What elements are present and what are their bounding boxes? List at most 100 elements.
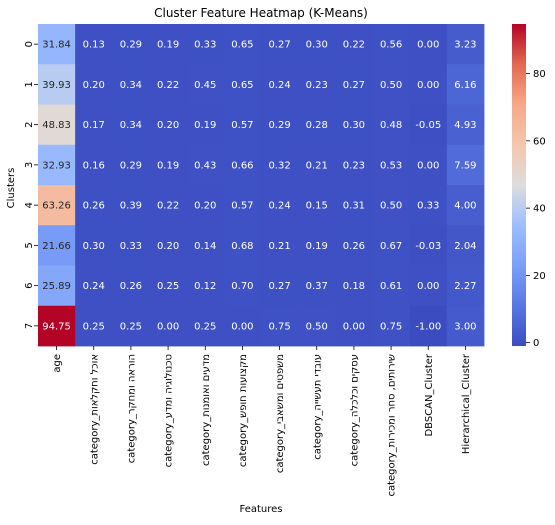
y-tick-label-3: 3 — [24, 162, 35, 168]
heatmap-cell-r4-c4 — [186, 185, 225, 226]
heatmap-cell-r2-c3 — [149, 104, 188, 146]
heatmap-cell-r0-c11 — [446, 24, 485, 65]
heatmap-cell-label-r1-c4: 0.45 — [194, 80, 216, 91]
heatmap-cell-r3-c1 — [75, 144, 113, 186]
heatmap-cell-label-r4-c5: 0.57 — [231, 201, 253, 212]
heatmap-cell-r5-c8 — [335, 225, 373, 266]
heatmap-cell-label-r3-c0: 32.93 — [42, 160, 71, 171]
heatmap-cell-r6-c0 — [38, 265, 76, 307]
heatmap-cell-label-r3-c3: 0.19 — [157, 160, 179, 171]
heatmap-cell-r1-c6 — [261, 64, 299, 105]
heatmap-cell-label-r6-c7: 0.37 — [306, 281, 328, 292]
y-tick-label-5: 5 — [24, 242, 35, 248]
heatmap-cell-label-r2-c9: 0.48 — [380, 120, 402, 131]
heatmap-cell-label-r5-c2: 0.33 — [120, 241, 142, 252]
y-tick-label-0: 0 — [24, 41, 35, 47]
heatmap-cell-r1-c9 — [372, 64, 411, 105]
heatmap-cell-label-r3-c2: 0.29 — [120, 160, 142, 171]
heatmap-cell-r3-c11 — [446, 144, 485, 186]
heatmap-cell-label-r1-c10: 0.00 — [417, 80, 439, 91]
heatmap-cell-r0-c5 — [223, 24, 262, 65]
heatmap-cell-r7-c10 — [409, 305, 448, 347]
y-tick-label-2: 2 — [24, 121, 35, 127]
heatmap-cell-label-r0-c3: 0.19 — [157, 40, 179, 51]
heatmap-cell-label-r0-c9: 0.56 — [380, 40, 402, 51]
x-tick-label-2: category_הוראה ומחקר — [126, 354, 137, 463]
heatmap-cell-r0-c4 — [186, 24, 225, 65]
heatmap-cell-label-r3-c6: 0.32 — [268, 160, 290, 171]
heatmap-cell-label-r4-c8: 0.31 — [343, 201, 365, 212]
heatmap-cell-r0-c8 — [335, 24, 373, 65]
heatmap-cell-label-r1-c2: 0.34 — [120, 80, 142, 91]
heatmap-cell-r5-c4 — [186, 225, 225, 266]
colorbar-ticks: 0 20 40 60 80 — [526, 69, 546, 349]
colorbar — [512, 24, 526, 346]
colorbar-tick-label-1: 20 — [533, 271, 546, 282]
heatmap-cell-label-r1-c3: 0.22 — [157, 80, 179, 91]
heatmap-cell-label-r7-c1: 0.25 — [83, 321, 105, 332]
heatmap-cell-r6-c4 — [186, 265, 225, 307]
heatmap-cell-r0-c9 — [372, 24, 411, 65]
heatmap-cell-label-r2-c1: 0.17 — [83, 120, 105, 131]
heatmap-cell-r1-c0 — [38, 64, 76, 105]
heatmap-cell-r6-c8 — [335, 265, 373, 307]
heatmap-cells — [38, 24, 485, 347]
heatmap-cell-label-r7-c0: 94.75 — [42, 321, 71, 332]
heatmap-cell-label-r0-c1: 0.13 — [83, 40, 105, 51]
heatmap-cell-r4-c8 — [335, 185, 373, 226]
heatmap-cell-r0-c3 — [149, 24, 188, 65]
heatmap-cell-label-r5-c7: 0.19 — [306, 241, 328, 252]
heatmap-cell-r3-c7 — [298, 144, 336, 186]
heatmap-cell-label-r5-c3: 0.20 — [157, 241, 179, 252]
heatmap-cell-r1-c8 — [335, 64, 373, 105]
heatmap-cell-r3-c10 — [409, 144, 448, 186]
heatmap-cell-label-r7-c9: 0.75 — [380, 321, 402, 332]
heatmap-cell-label-r4-c7: 0.15 — [306, 201, 328, 212]
heatmap-cell-r1-c3 — [149, 64, 188, 105]
heatmap-cell-label-r2-c7: 0.28 — [306, 120, 328, 131]
heatmap-cell-r3-c2 — [112, 144, 150, 186]
heatmap-cell-r6-c2 — [112, 265, 150, 307]
heatmap-cell-r7-c5 — [223, 305, 262, 347]
heatmap-cell-r7-c8 — [335, 305, 373, 347]
heatmap-cell-r2-c10 — [409, 104, 448, 146]
heatmap-cell-r7-c6 — [261, 305, 299, 347]
y-tick-label-6: 6 — [24, 282, 35, 288]
y-tick-label-4: 4 — [24, 202, 35, 208]
heatmap-cell-r7-c9 — [372, 305, 411, 347]
heatmap-cell-r2-c1 — [75, 104, 113, 146]
x-tick-label-4: category_מדעים ואומנות — [201, 354, 212, 466]
heatmap-cell-r2-c5 — [223, 104, 262, 146]
x-tick-label-8: category_עסקים וכלכלה — [349, 354, 360, 466]
heatmap-cell-r7-c0 — [38, 305, 76, 347]
x-axis-title: Features — [240, 504, 283, 515]
heatmap-cell-r4-c9 — [372, 185, 411, 226]
heatmap-cell-r2-c11 — [446, 104, 485, 146]
heatmap-cell-label-r7-c5: 0.00 — [231, 321, 253, 332]
heatmap-cell-label-r5-c11: 2.04 — [454, 241, 476, 252]
heatmap-cell-r6-c5 — [223, 265, 262, 307]
heatmap-cell-label-r5-c4: 0.14 — [194, 241, 216, 252]
heatmap-cell-labels: 31.84 0.13 0.29 0.19 0.33 0.65 0.27 0.30 0.22 0.5… — [42, 40, 476, 333]
heatmap-cell-r5-c3 — [149, 225, 188, 266]
heatmap-cell-label-r4-c0: 63.26 — [42, 201, 71, 212]
heatmap-cell-label-r6-c4: 0.12 — [194, 281, 216, 292]
heatmap-cell-r6-c11 — [446, 265, 485, 307]
heatmap-cell-r2-c2 — [112, 104, 150, 146]
heatmap-cell-label-r3-c7: 0.21 — [306, 160, 328, 171]
heatmap-cell-r3-c9 — [372, 144, 411, 186]
heatmap-cell-r1-c5 — [223, 64, 262, 105]
heatmap-cell-label-r6-c1: 0.24 — [83, 281, 105, 292]
heatmap-cell-label-r1-c8: 0.27 — [343, 80, 365, 91]
heatmap-cell-r5-c10 — [409, 225, 448, 266]
heatmap-cell-r4-c11 — [446, 185, 485, 226]
heatmap-cell-label-r7-c2: 0.25 — [120, 321, 142, 332]
heatmap-cell-label-r6-c10: 0.00 — [417, 281, 439, 292]
heatmap-cell-r5-c0 — [38, 225, 76, 266]
x-tick-label-7: category_עובדי תעשייה — [312, 354, 323, 460]
heatmap-cell-label-r2-c4: 0.19 — [194, 120, 216, 131]
heatmap-cell-r7-c11 — [446, 305, 485, 347]
heatmap-cell-label-r6-c5: 0.70 — [231, 281, 253, 292]
heatmap-cell-r4-c5 — [223, 185, 262, 226]
